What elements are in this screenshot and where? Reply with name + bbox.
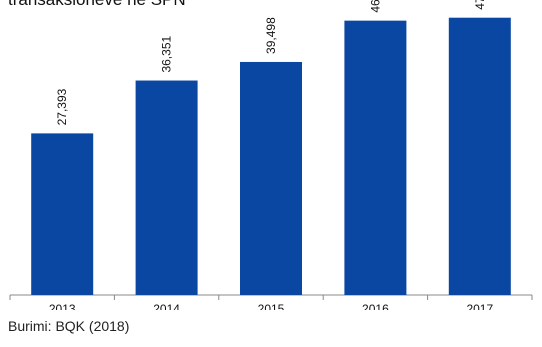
data-label-2017: 47,0	[473, 0, 487, 10]
x-tick-label-2015: 2015	[258, 302, 285, 310]
chart-title: transaksioneve në SPN	[8, 0, 186, 10]
bar-2017	[448, 17, 511, 295]
bar-2013	[31, 133, 94, 295]
bar-chart: 27,393 2013 36,351 2014 39,498 2015 46,5 2016 47…	[9, 0, 533, 310]
data-label-2014: 36,351	[160, 35, 174, 72]
x-tick-label-2014: 2014	[153, 302, 180, 310]
bar-2016	[344, 20, 407, 296]
bar-2014	[135, 80, 198, 295]
x-tick-label-2016: 2016	[362, 302, 389, 310]
x-tick-label-2017: 2017	[466, 302, 493, 310]
bar-2015	[240, 61, 302, 296]
source-note: Burimi: BQK (2018)	[8, 318, 130, 334]
data-label-2013: 27,393	[55, 88, 69, 125]
x-tick-label-2013: 2013	[49, 302, 76, 310]
data-label-2015: 39,498	[264, 17, 278, 54]
data-label-2016: 46,5	[368, 0, 382, 13]
